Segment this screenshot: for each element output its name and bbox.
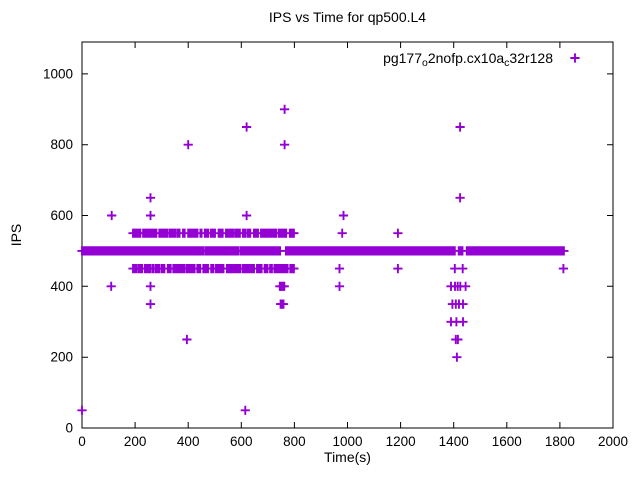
data-point	[458, 264, 468, 274]
legend-label: pg177o2nofp.cx10ac32r128	[383, 50, 553, 69]
data-point	[458, 299, 468, 309]
x-tick-label: 0	[78, 434, 86, 449]
data-point	[183, 140, 193, 150]
data-point	[107, 210, 117, 221]
chart-title: IPS vs Time for qp500.L4	[268, 9, 427, 25]
data-point	[452, 352, 462, 362]
legend-label-text: 2nofp.cx10a	[428, 50, 504, 66]
data-point	[334, 281, 345, 291]
data-point	[289, 228, 299, 238]
legend-label-subscript: c	[504, 57, 509, 69]
data-point	[280, 104, 290, 114]
data-point	[558, 264, 568, 274]
x-tick-label: 1800	[545, 434, 575, 449]
data-point	[242, 122, 252, 132]
data-point	[145, 210, 156, 221]
legend-label-text: pg177	[383, 50, 422, 66]
legend-label-text: 32r128	[509, 50, 553, 66]
dashed-band-450	[128, 264, 298, 274]
data-point	[461, 281, 471, 291]
data-point	[338, 210, 349, 221]
x-tick-label: 1200	[386, 434, 416, 449]
data-point	[77, 405, 87, 415]
y-tick-label: 800	[50, 137, 73, 152]
data-point	[106, 281, 116, 291]
data-point	[455, 122, 465, 132]
y-tick-label: 0	[65, 421, 73, 436]
y-tick-label: 600	[50, 208, 73, 223]
x-tick-label: 1000	[332, 434, 362, 449]
y-tick-label: 200	[50, 350, 73, 365]
data-point	[182, 334, 192, 345]
legend-marker	[570, 53, 580, 63]
data-point	[145, 281, 156, 291]
x-tick-label: 2000	[598, 434, 628, 449]
data-point	[240, 405, 250, 415]
data-point	[458, 317, 468, 327]
data-point	[453, 334, 463, 345]
y-tick-label: 400	[50, 279, 73, 294]
data-point	[280, 140, 290, 150]
data-point	[289, 264, 299, 274]
data-point	[278, 299, 289, 309]
x-axis-label: Time(s)	[324, 449, 371, 465]
dashed-band-550	[128, 228, 298, 238]
x-tick-label: 400	[177, 434, 200, 449]
x-tick-label: 800	[283, 434, 306, 449]
data-point	[145, 193, 156, 203]
x-tick-label: 1600	[492, 434, 522, 449]
data-point	[455, 193, 465, 203]
data-point	[450, 264, 460, 274]
data-point	[242, 210, 252, 221]
data-point	[393, 228, 403, 238]
dense-band-500	[77, 246, 569, 256]
y-tick-label: 1000	[43, 66, 73, 81]
data-point	[334, 264, 345, 274]
data-point	[145, 299, 156, 309]
x-tick-label: 1400	[439, 434, 469, 449]
legend-label-subscript: o	[422, 57, 428, 69]
data-point	[337, 228, 347, 238]
data-point	[279, 281, 289, 291]
x-tick-label: 600	[230, 434, 253, 449]
data-point	[393, 264, 403, 274]
x-tick-label: 200	[124, 434, 147, 449]
